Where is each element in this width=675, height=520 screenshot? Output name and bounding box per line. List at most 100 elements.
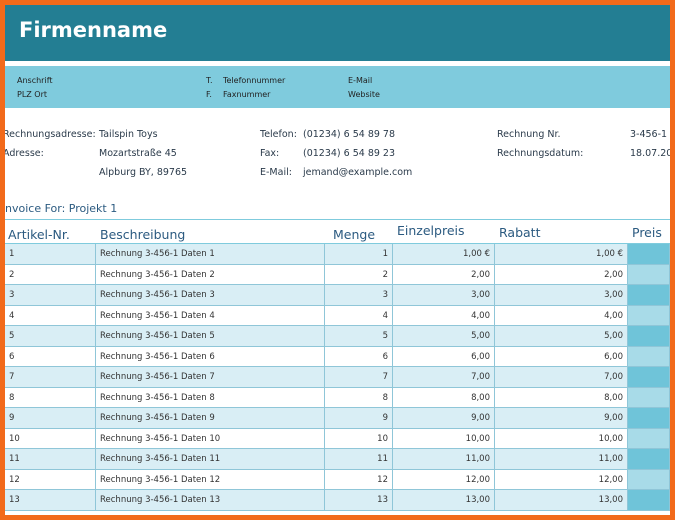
label: E-Mail: <box>260 167 292 178</box>
label: Adresse: <box>5 148 44 159</box>
table-cell: 3,00 <box>495 285 628 306</box>
column-header: Preis <box>632 225 662 240</box>
table-cell: 12 <box>5 469 96 490</box>
table-cell: 11,00 <box>495 449 628 470</box>
label: Rechnungsadresse: <box>5 129 96 140</box>
table-cell: Rechnung 3-456-1 Daten 2 <box>96 264 325 285</box>
table-cell: 11 <box>325 449 393 470</box>
table-cell: Rechnung 3-456-1 Daten 13 <box>96 490 325 511</box>
price-cell <box>628 408 670 429</box>
label: F. <box>206 90 212 99</box>
table-cell: Rechnung 3-456-1 Daten 7 <box>96 367 325 388</box>
table-cell: 4 <box>5 305 96 326</box>
label: PLZ Ort <box>17 90 48 99</box>
table-cell: 2 <box>5 264 96 285</box>
price-cell <box>628 387 670 408</box>
table-cell: Rechnung 3-456-1 Daten 1 <box>96 244 325 265</box>
column-header: Einzelpreis <box>397 223 465 238</box>
header-rule <box>5 243 670 244</box>
value: 18.07.20 <box>630 148 670 159</box>
column-header: Beschreibung <box>100 227 186 242</box>
price-cell <box>628 449 670 470</box>
table-cell: 1 <box>325 244 393 265</box>
table-cell: 6 <box>5 346 96 367</box>
table-cell: Rechnung 3-456-1 Daten 10 <box>96 428 325 449</box>
table-cell: Rechnung 3-456-1 Daten 3 <box>96 285 325 306</box>
invoice-for: nvoice For: Projekt 1 <box>5 202 118 215</box>
table-cell: 3 <box>325 285 393 306</box>
table-cell: 4,00 <box>495 305 628 326</box>
table-cell: 1,00 € <box>495 244 628 265</box>
column-header: Artikel-Nr. <box>8 227 70 242</box>
table-cell: Rechnung 3-456-1 Daten 9 <box>96 408 325 429</box>
table-cell: 6,00 <box>393 346 495 367</box>
table-cell: 9 <box>5 408 96 429</box>
table-cell: 7 <box>325 367 393 388</box>
label: Telefon: <box>260 129 297 140</box>
table-cell: 13 <box>325 490 393 511</box>
value: (01234) 6 54 89 78 <box>303 129 396 140</box>
value: 3-456-1 <box>630 129 668 140</box>
table-cell: 2 <box>325 264 393 285</box>
table-cell: 7 <box>5 367 96 388</box>
table-cell: 10 <box>325 428 393 449</box>
price-cell <box>628 305 670 326</box>
table-cell: 4,00 <box>393 305 495 326</box>
table-cell: 11,00 <box>393 449 495 470</box>
invoice-sheet: Firmenname Anschrift PLZ Ort T. Telefonn… <box>5 5 670 515</box>
table-cell: 9,00 <box>495 408 628 429</box>
table-cell: Rechnung 3-456-1 Daten 12 <box>96 469 325 490</box>
label: Anschrift <box>17 76 53 85</box>
value: Tailspin Toys <box>99 129 158 140</box>
table-cell: Rechnung 3-456-1 Daten 8 <box>96 387 325 408</box>
label: Telefonnummer <box>223 76 286 85</box>
header-band <box>5 5 670 61</box>
table-cell: 9 <box>325 408 393 429</box>
label: Rechnung Nr. <box>497 129 561 140</box>
table-cell: 13,00 <box>495 490 628 511</box>
table-cell: 1 <box>5 244 96 265</box>
table-cell: 13,00 <box>393 490 495 511</box>
table-cell: 5 <box>5 326 96 347</box>
table-cell: 5,00 <box>393 326 495 347</box>
price-cell <box>628 285 670 306</box>
table-cell: 2,00 <box>393 264 495 285</box>
table-cell: 13 <box>5 490 96 511</box>
rule <box>5 219 670 220</box>
label: Faxnummer <box>223 90 271 99</box>
contact-band <box>5 66 670 108</box>
price-cell <box>628 244 670 265</box>
table-cell: 10,00 <box>495 428 628 449</box>
table-cell: 10 <box>5 428 96 449</box>
value: Alpburg BY, 89765 <box>99 167 188 178</box>
price-cell <box>628 490 670 511</box>
table-cell: Rechnung 3-456-1 Daten 11 <box>96 449 325 470</box>
value: (01234) 6 54 89 23 <box>303 148 396 159</box>
value: jemand@example.com <box>303 167 413 178</box>
table-cell: 8,00 <box>393 387 495 408</box>
price-cell <box>628 346 670 367</box>
table-cell: 9,00 <box>393 408 495 429</box>
label: E-Mail <box>348 76 373 85</box>
label: Rechnungsdatum: <box>497 148 584 159</box>
table-cell: 1,00 € <box>393 244 495 265</box>
company-title: Firmenname <box>19 18 168 42</box>
column-header: Menge <box>333 227 376 242</box>
price-cell <box>628 367 670 388</box>
label: Website <box>348 90 380 99</box>
table-cell: Rechnung 3-456-1 Daten 6 <box>96 346 325 367</box>
table-cell: 12,00 <box>495 469 628 490</box>
table-cell: 12,00 <box>393 469 495 490</box>
table-cell: 7,00 <box>393 367 495 388</box>
label: Fax: <box>260 148 280 159</box>
table-cell: 8,00 <box>495 387 628 408</box>
value: Mozartstraße 45 <box>99 148 177 159</box>
table-cell: Rechnung 3-456-1 Daten 5 <box>96 326 325 347</box>
table-cell: 7,00 <box>495 367 628 388</box>
price-cell <box>628 326 670 347</box>
table-cell: 3 <box>5 285 96 306</box>
table-cell: 4 <box>325 305 393 326</box>
column-header: Rabatt <box>499 225 541 240</box>
table-cell: 2,00 <box>495 264 628 285</box>
